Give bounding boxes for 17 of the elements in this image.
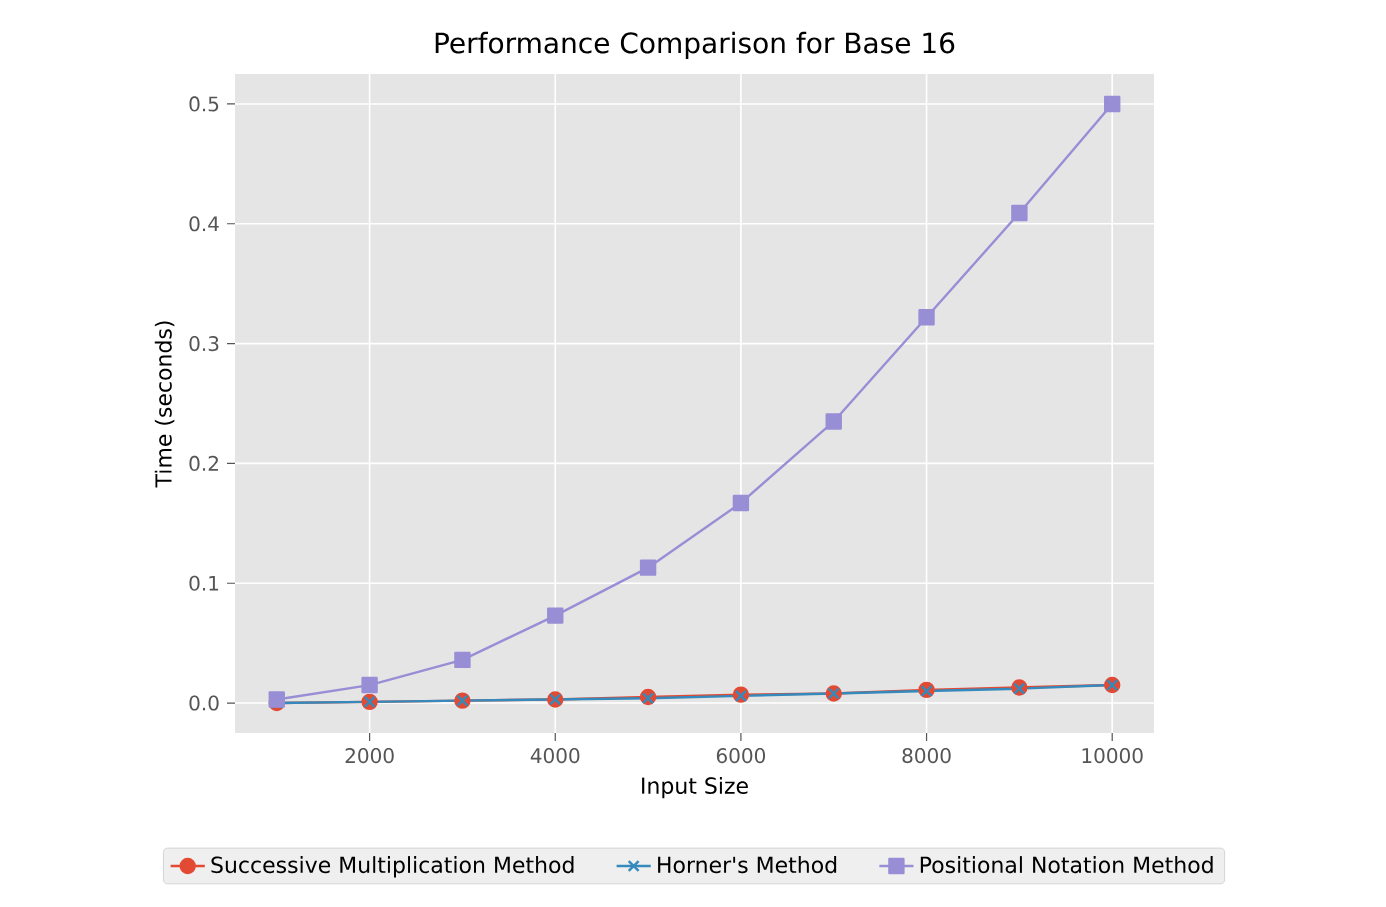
x-tick-label: 10000 xyxy=(1082,748,1143,764)
chart-title: Performance Comparison for Base 16 xyxy=(435,31,955,59)
y-tick-label: 0.1 xyxy=(189,575,219,591)
legend-label: Successive Multiplication Method xyxy=(211,856,574,878)
legend-label: Positional Notation Method xyxy=(920,856,1213,874)
y-tick-label: 0.3 xyxy=(189,336,219,352)
x-tick-label: 8000 xyxy=(902,748,951,764)
x-tick-label: 4000 xyxy=(530,748,580,764)
y-tick-label: 0.5 xyxy=(189,96,219,112)
y-tick-label: 0.4 xyxy=(189,216,219,232)
x-tick-label: 6000 xyxy=(716,748,766,764)
y-tick-label: 0.0 xyxy=(189,695,219,711)
x-tick-label: 2000 xyxy=(345,748,394,764)
y-axis-title: Time (seconds) xyxy=(154,321,175,488)
legend-label: Horner's Method xyxy=(658,856,837,874)
y-tick-label: 0.2 xyxy=(189,455,218,471)
x-axis-title: Input Size xyxy=(642,776,748,799)
